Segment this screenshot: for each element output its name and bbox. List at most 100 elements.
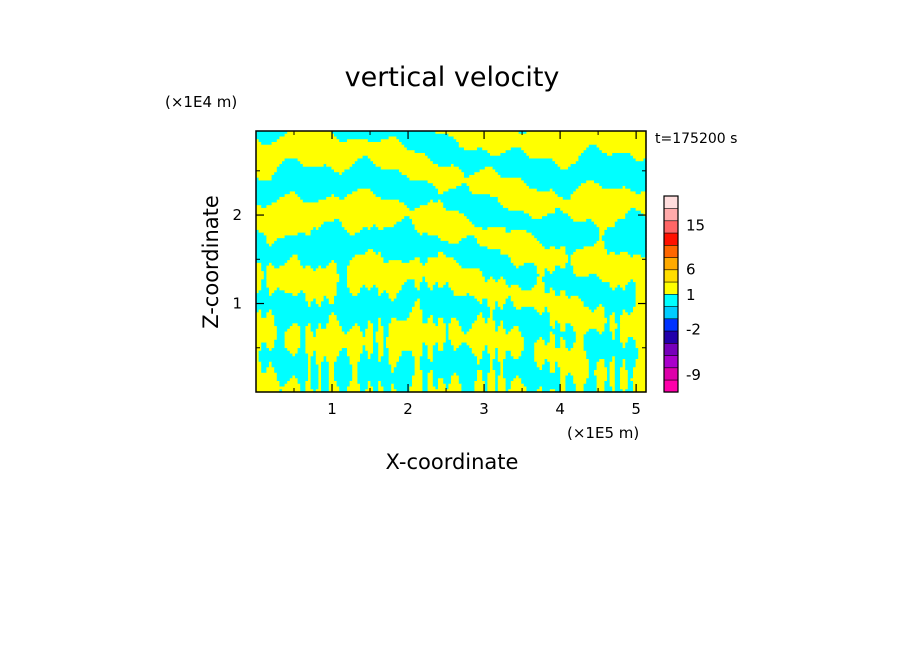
field-cell [308,364,312,368]
field-cell [396,317,408,322]
field-cell [362,155,369,160]
field-cell [310,367,319,371]
field-cell [419,306,491,311]
field-cell [438,191,444,195]
field-cell [544,268,548,272]
field-cell [383,334,390,338]
field-cell [425,262,460,267]
field-cell [256,287,262,291]
field-cell [443,320,452,324]
field-cell [458,345,470,349]
field-cell [336,271,348,275]
field-cell [271,177,410,182]
field-cell [482,370,491,374]
field-cell [565,381,574,385]
field-cell [256,240,267,245]
field-cell [453,290,546,294]
field-cell [375,331,384,335]
field-cell [523,180,587,184]
field-cell [492,367,501,371]
field-cell [256,372,278,377]
colorbar-swatch [663,379,679,393]
field-cell [284,334,301,338]
field-cell [427,202,444,206]
field-cell [419,257,429,261]
field-cell [503,323,551,327]
field-cell [375,334,384,338]
field-cell [256,378,278,382]
field-cell [568,254,572,258]
field-cell [256,350,260,355]
field-cell [575,334,585,338]
field-cell [526,389,538,393]
field-cell [274,370,309,374]
field-cell [534,306,546,311]
field-cell [256,235,267,239]
field-cell [448,188,470,193]
field-cell [422,370,431,374]
field-cell [305,328,312,333]
field-cell [622,312,629,316]
field-cell [549,370,556,374]
field-cell [609,326,618,330]
field-cell [448,133,647,138]
field-cell [487,227,507,231]
field-cell [500,320,504,324]
field-cell [607,152,613,157]
field-cell [443,317,452,322]
field-cell [526,131,647,135]
field-cell [336,262,351,267]
field-cell [261,265,267,269]
field-cell [505,378,514,382]
field-cell [633,254,642,258]
field-cell [583,342,624,346]
field-cell [562,196,572,201]
field-cell [627,251,647,256]
field-cell [614,389,624,393]
colorbar-swatch [663,256,679,271]
field-cell [625,342,637,346]
field-cell [570,163,647,168]
field-cell [315,389,322,393]
field-cell [269,293,273,297]
field-cell [458,240,478,245]
colorbar-swatch [663,305,679,320]
field-cell [503,276,538,280]
field-cell [295,191,353,195]
field-cell [383,350,390,355]
field-cell [357,361,390,366]
field-cell [573,326,605,330]
field-cell [513,304,585,308]
field-cell [607,370,611,374]
field-cell [360,383,369,388]
field-cell [575,339,585,344]
field-cell [310,356,317,360]
field-cell [256,131,288,135]
field-cell [401,218,413,223]
colorbar-swatch [663,330,679,344]
field-cell [300,328,306,333]
field-cell [401,172,465,176]
field-cell [620,320,647,324]
field-cell [388,331,447,335]
field-cell [635,339,647,344]
field-cell [482,298,488,302]
field-cell [419,287,431,291]
field-cell [261,364,270,368]
field-cell [570,323,605,327]
field-cell [627,383,634,388]
field-cell [310,372,319,377]
field-cell [586,381,598,385]
field-cell [633,389,647,393]
field-cell [365,345,374,349]
field-cell [406,279,416,283]
field-cell [492,317,551,322]
field-cell [614,315,621,319]
field-cell [614,383,621,388]
field-cell [596,144,647,149]
field-cell [633,306,647,311]
field-cell [266,284,338,289]
field-cell [601,238,647,242]
field-cell [544,271,551,275]
field-cell [482,315,491,319]
